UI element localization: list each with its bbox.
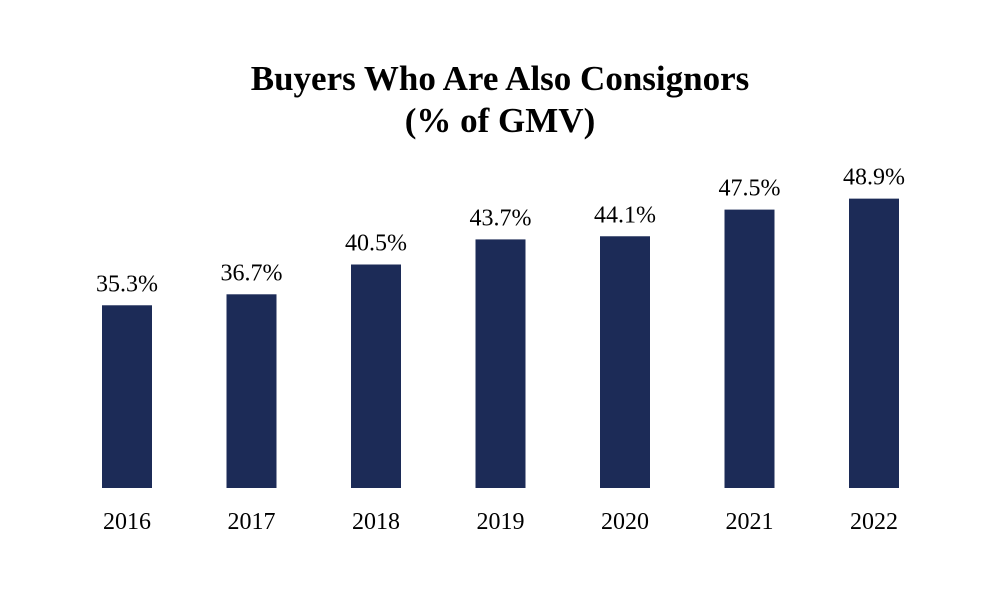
data-label-2022: 48.9%: [843, 165, 905, 191]
x-tick-label-2021: 2021: [726, 509, 774, 535]
data-label-2021: 47.5%: [719, 176, 781, 202]
x-tick-label-2016: 2016: [103, 509, 151, 535]
bar-2018: [351, 264, 401, 488]
bar-2017: [226, 294, 277, 488]
chart-subtitle: (% of GMV): [404, 101, 596, 140]
data-label-2017: 36.7%: [221, 260, 283, 286]
data-label-2019: 43.7%: [470, 205, 532, 231]
bar-2016: [102, 305, 152, 488]
chart-title: Buyers Who Are Also Consignors (% of GMV…: [0, 58, 1000, 142]
x-tick-label-2022: 2022: [850, 509, 898, 535]
data-label-2016: 35.3%: [96, 271, 158, 297]
chart-title-line: Buyers Who Are Also Consignors: [250, 59, 750, 98]
data-label-2020: 44.1%: [594, 202, 656, 228]
x-tick-label-2019: 2019: [477, 509, 525, 535]
bar-2021: [724, 209, 775, 488]
data-label-2018: 40.5%: [345, 231, 407, 257]
bar-2020: [600, 236, 650, 488]
x-tick-label-2020: 2020: [601, 509, 649, 535]
bar-2022: [849, 198, 899, 488]
x-tick-label-2018: 2018: [352, 509, 400, 535]
bar-2019: [475, 239, 526, 488]
x-tick-label-2017: 2017: [228, 509, 276, 535]
